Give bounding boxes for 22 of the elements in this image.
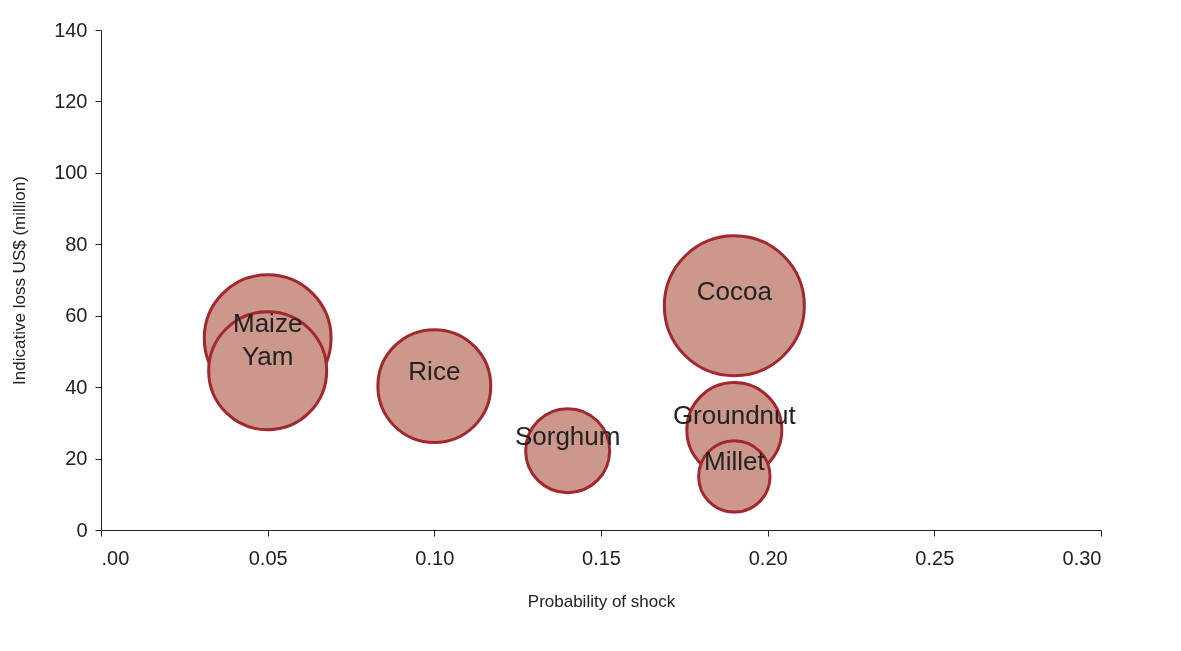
- x-tick-label: 0.30: [1062, 546, 1102, 569]
- x-tick-label: 0.20: [748, 546, 788, 569]
- y-tick-label: 100: [54, 161, 88, 184]
- y-tick-label: 60: [65, 304, 88, 327]
- annotation: Millet: [704, 446, 766, 477]
- x-tick-label: 0.15: [582, 546, 621, 569]
- y-tick-label: 20: [65, 447, 88, 470]
- x-tick-label: 0.05: [248, 546, 288, 569]
- annotation: Rice: [408, 356, 461, 387]
- x-axis-title: Probability of shock: [527, 591, 676, 611]
- annotation: Cocoa: [696, 275, 773, 306]
- x-tick-label: .00: [101, 546, 130, 569]
- annotation: Yam: [241, 340, 294, 371]
- y-tick-label: 0: [76, 518, 88, 541]
- x-tick-label: 0.10: [415, 546, 455, 569]
- y-tick-label: 80: [65, 232, 88, 255]
- y-axis-title: Indicative loss US$ (million): [10, 176, 30, 385]
- y-tick-label: 120: [54, 89, 88, 112]
- annotation: Maize: [232, 308, 303, 339]
- y-tick-label: 140: [54, 18, 88, 41]
- y-tick-label: 40: [65, 375, 88, 398]
- x-tick-label: 0.25: [915, 546, 955, 569]
